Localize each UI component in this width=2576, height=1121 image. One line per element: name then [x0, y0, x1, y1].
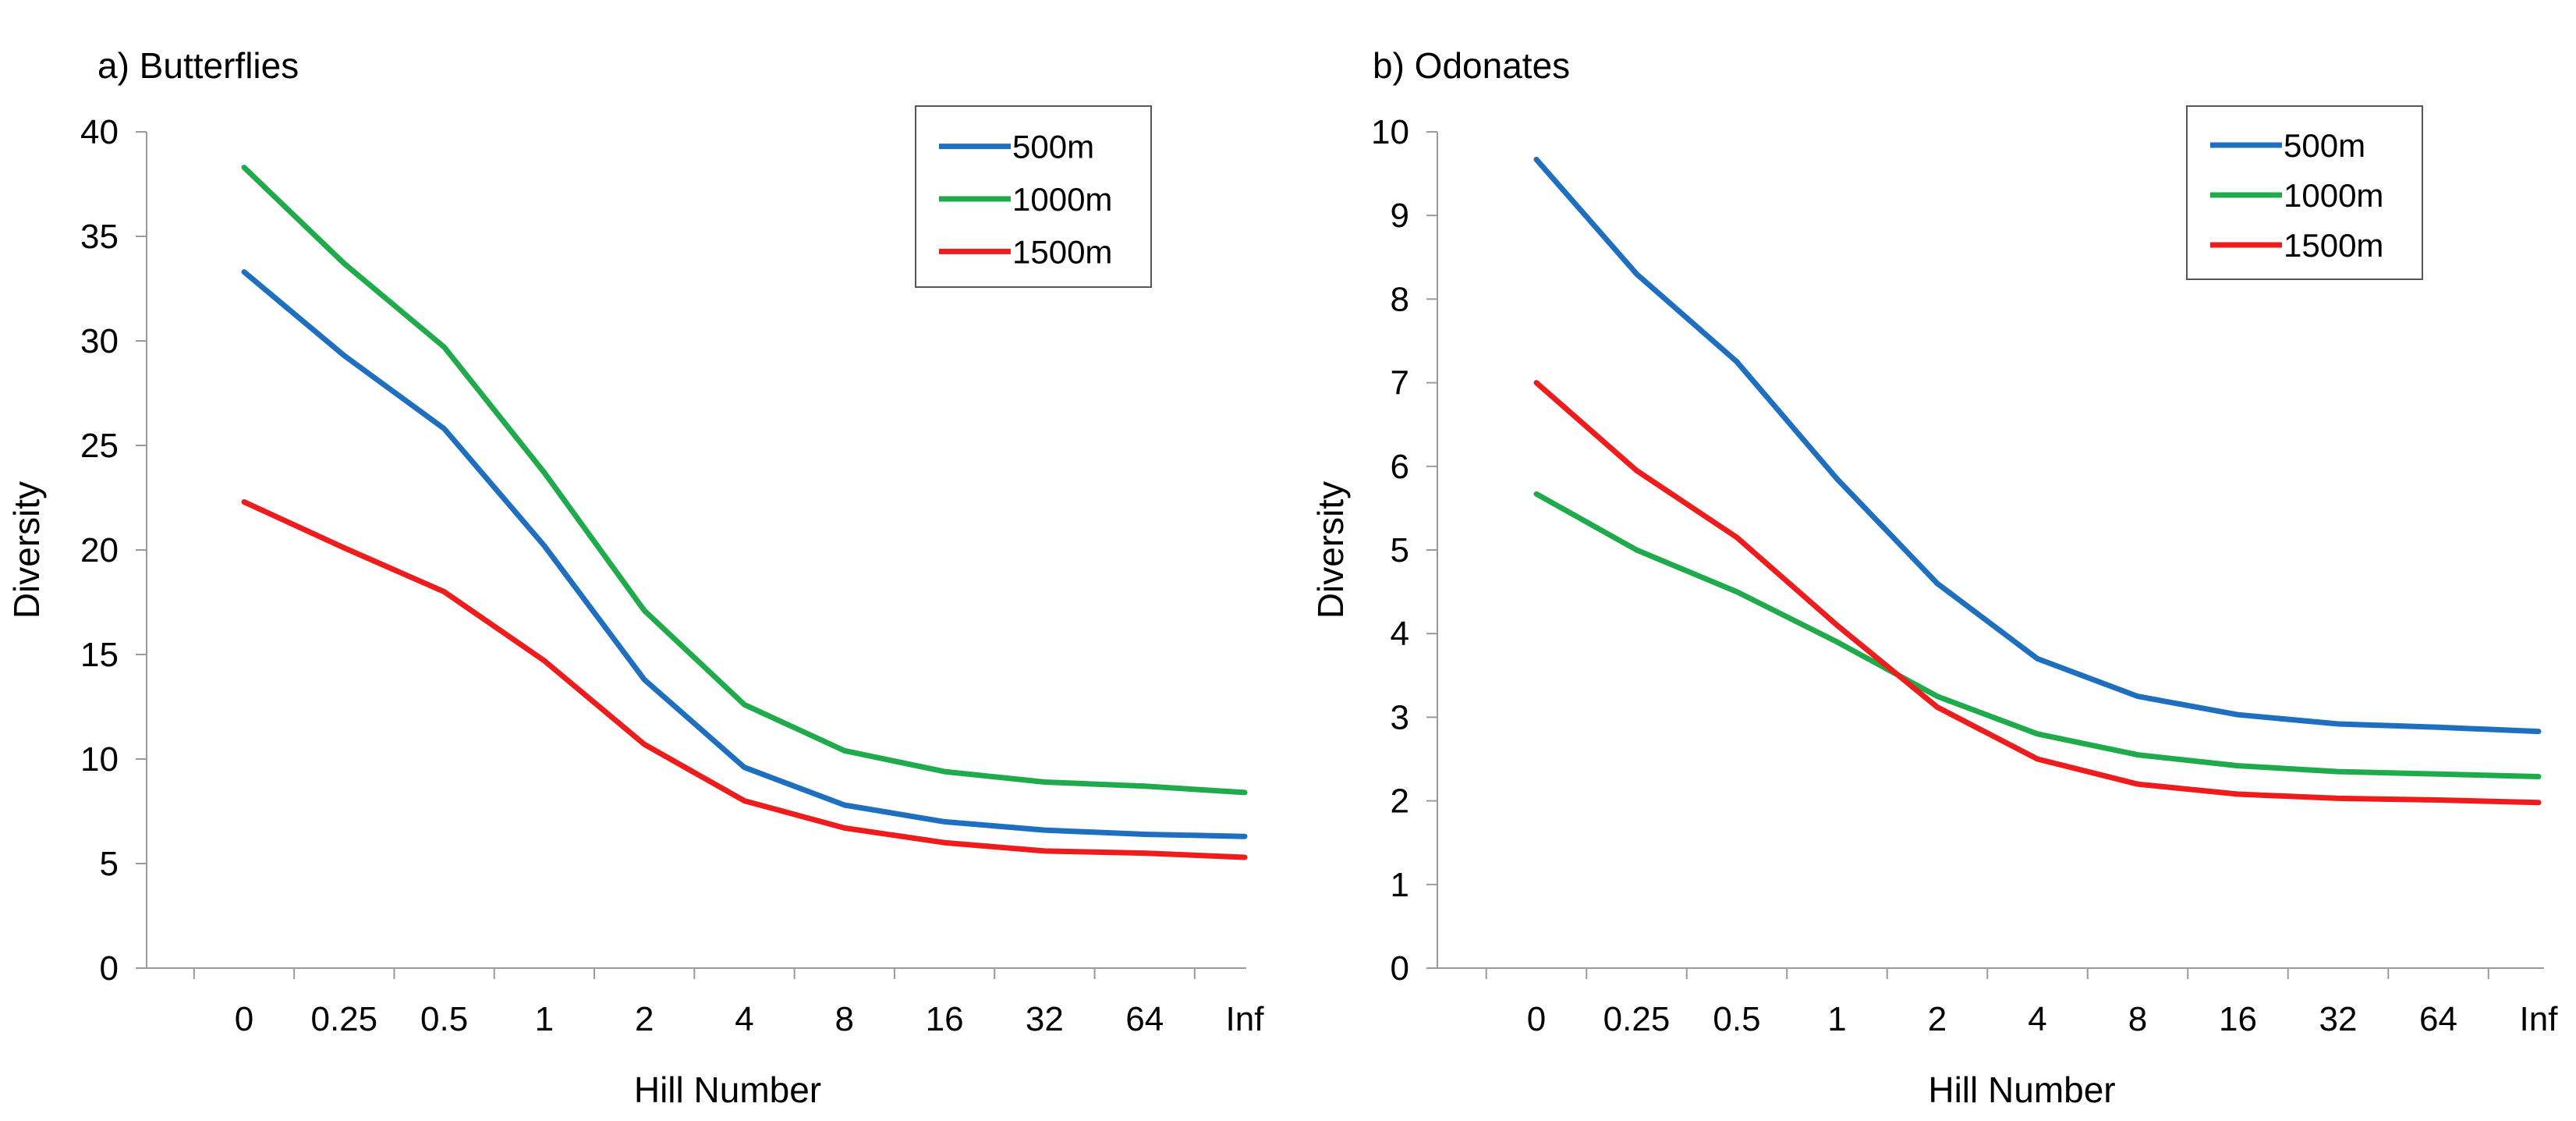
y-tick-label: 10	[80, 740, 119, 779]
series-line-500m	[1533, 156, 2542, 735]
x-tick-label: 0.5	[420, 1000, 468, 1038]
series-line-1500m	[241, 498, 1248, 860]
x-tick-label: 0.25	[310, 1000, 377, 1038]
x-tick-label: 0.5	[1713, 1000, 1760, 1038]
panel-odonates: b) Odonates Hill Number Diversity 0 1 2 3 4 5…	[1310, 45, 2558, 1110]
panel-title: b) Odonates	[1373, 45, 1570, 86]
legend-label: 1500m	[2284, 227, 2383, 264]
y-tick-label: 0	[100, 949, 119, 988]
x-tick-label: 32	[2319, 1000, 2358, 1038]
y-axis-title: Diversity	[1310, 481, 1351, 619]
x-tick-label: 4	[735, 1000, 753, 1038]
y-axis-title: Diversity	[6, 481, 47, 619]
legend: 500m 1000m 1500m	[2186, 105, 2423, 280]
y-tick-label: 5	[100, 845, 119, 883]
y-tick-label: 20	[80, 531, 119, 569]
panel-title: a) Butterflies	[97, 45, 299, 86]
y-tick-label: 9	[1391, 197, 1409, 235]
legend-label: 1000m	[2284, 177, 2383, 214]
legend-label: 1000m	[1012, 181, 1112, 218]
x-tick-label: 16	[926, 1000, 964, 1038]
y-tick-label: 40	[80, 113, 119, 151]
y-tick-label: 10	[1371, 113, 1409, 151]
x-tick-label: Inf	[1226, 1000, 1265, 1038]
legend: 500m 1000m 1500m	[915, 105, 1152, 288]
y-tick-label: 35	[80, 218, 119, 256]
y-tick-label: 8	[1391, 280, 1409, 318]
x-tick-label: 0	[1527, 1000, 1546, 1038]
x-tick-label: 4	[2028, 1000, 2046, 1038]
x-tick-label: 0	[235, 1000, 253, 1038]
panel-butterflies: a) Butterflies Hill Number Diversity 0 5 1…	[6, 45, 1264, 1110]
y-tick-label: 30	[80, 322, 119, 360]
legend-label: 1500m	[1012, 233, 1112, 270]
x-tick-label: 1	[535, 1000, 554, 1038]
y-tick-label: 5	[1391, 531, 1409, 569]
x-tick-label: 2	[1928, 1000, 1947, 1038]
y-tick-label: 6	[1391, 448, 1409, 486]
x-tick-label: Inf	[2520, 1000, 2559, 1038]
y-tick-label: 7	[1391, 364, 1409, 403]
y-tick-label: 2	[1391, 782, 1409, 821]
x-tick-label: 64	[1125, 1000, 1164, 1038]
x-tick-label: 2	[635, 1000, 654, 1038]
legend-label: 500m	[1012, 129, 1094, 165]
x-axis-title: Hill Number	[1928, 1070, 2115, 1110]
x-tick-label: 64	[2419, 1000, 2457, 1038]
x-tick-label: 0.25	[1603, 1000, 1671, 1038]
x-tick-label: 8	[835, 1000, 854, 1038]
y-tick-label: 25	[80, 427, 119, 465]
series-line-1500m	[1533, 380, 2542, 806]
series-line-1000m	[1533, 491, 2542, 779]
legend-label: 500m	[2284, 127, 2365, 164]
x-tick-label: 8	[2128, 1000, 2147, 1038]
x-tick-label: 32	[1026, 1000, 1064, 1038]
x-tick-label: 1	[1827, 1000, 1846, 1038]
x-axis-title: Hill Number	[634, 1070, 821, 1110]
series-line-500m	[241, 269, 1248, 839]
y-tick-label: 1	[1391, 866, 1409, 904]
x-tick-label: 16	[2219, 1000, 2257, 1038]
y-tick-label: 0	[1391, 949, 1409, 988]
y-tick-label: 15	[80, 636, 119, 674]
series-line-1000m	[241, 165, 1248, 796]
y-tick-label: 4	[1391, 615, 1409, 653]
y-tick-label: 3	[1391, 698, 1409, 736]
